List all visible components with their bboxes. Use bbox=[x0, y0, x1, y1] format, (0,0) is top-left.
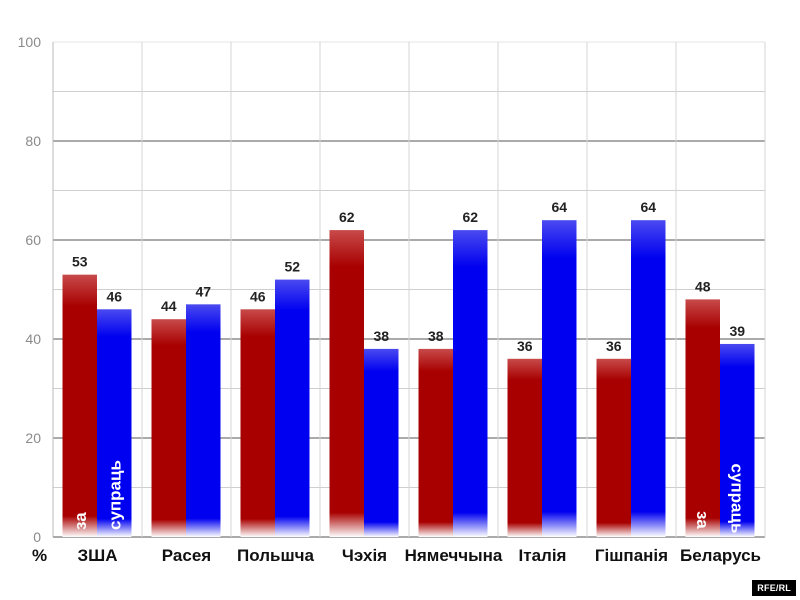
category-label: Польшча bbox=[237, 546, 314, 565]
category-label: Расея bbox=[162, 546, 211, 565]
bars bbox=[62, 220, 755, 537]
value-label: 47 bbox=[195, 283, 211, 299]
value-label: 62 bbox=[339, 209, 355, 225]
bar-za bbox=[685, 299, 720, 537]
y-tick-label: 40 bbox=[25, 331, 41, 347]
value-label: 38 bbox=[373, 328, 389, 344]
bar-suprac bbox=[364, 348, 399, 537]
y-tick-label: 80 bbox=[25, 133, 41, 149]
series-inbar-label: супраць bbox=[105, 460, 124, 530]
y-tick-label: 0 bbox=[33, 529, 41, 545]
value-label: 36 bbox=[517, 338, 533, 354]
y-tick-label: 100 bbox=[18, 34, 42, 50]
bar-za bbox=[240, 309, 275, 537]
bar-suprac bbox=[542, 220, 577, 537]
category-label: Чэхія bbox=[342, 546, 387, 565]
value-label: 53 bbox=[72, 254, 88, 270]
value-label: 64 bbox=[551, 199, 567, 215]
category-label: Італія bbox=[519, 546, 567, 565]
y-unit-label: % bbox=[32, 546, 47, 565]
series-inbar-label: супраць bbox=[727, 464, 746, 534]
labels: 0 20 40 60 80 100 53 46 ЗША 44 47 Расея 46 52 Польшча 6… bbox=[18, 34, 761, 565]
value-label: 48 bbox=[695, 278, 711, 294]
series-inbar-label: за bbox=[693, 511, 712, 529]
bar-za bbox=[329, 230, 364, 537]
bar-suprac bbox=[720, 343, 755, 537]
bar-suprac bbox=[631, 220, 666, 537]
value-label: 64 bbox=[640, 199, 656, 215]
bar-za bbox=[418, 348, 453, 537]
bar-suprac bbox=[97, 309, 132, 537]
y-tick-label: 20 bbox=[25, 430, 41, 446]
bar-za bbox=[596, 358, 631, 537]
bar-za bbox=[151, 319, 186, 537]
category-label: ЗША bbox=[77, 546, 117, 565]
category-label: Беларусь bbox=[680, 546, 761, 565]
bar-suprac bbox=[453, 230, 488, 537]
bar-za bbox=[507, 358, 542, 537]
value-label: 36 bbox=[606, 338, 622, 354]
series-inbar-label: за bbox=[71, 512, 90, 530]
y-tick-label: 60 bbox=[25, 232, 41, 248]
bar-suprac bbox=[275, 279, 310, 537]
value-label: 62 bbox=[462, 209, 478, 225]
value-label: 44 bbox=[161, 298, 177, 314]
source-badge: RFE/RL bbox=[752, 580, 796, 596]
category-label: Нямеччына bbox=[405, 546, 503, 565]
value-label: 46 bbox=[250, 288, 266, 304]
category-label: Гішпанія bbox=[595, 546, 668, 565]
bar-za bbox=[62, 274, 97, 537]
value-label: 52 bbox=[284, 259, 300, 275]
value-label: 46 bbox=[106, 288, 122, 304]
value-label: 39 bbox=[729, 323, 745, 339]
gridlines bbox=[52, 41, 766, 538]
value-label: 38 bbox=[428, 328, 444, 344]
bar-suprac bbox=[186, 304, 221, 537]
